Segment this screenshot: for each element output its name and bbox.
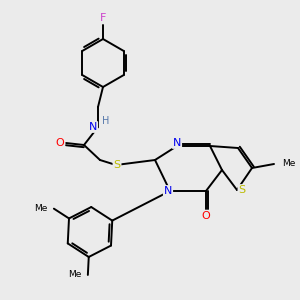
Text: Me: Me <box>282 160 296 169</box>
Text: O: O <box>202 211 210 221</box>
Text: Me: Me <box>68 270 82 279</box>
Text: N: N <box>164 186 172 196</box>
Text: N: N <box>173 138 181 148</box>
Text: S: S <box>113 160 121 170</box>
Text: F: F <box>100 13 106 23</box>
Text: S: S <box>238 185 246 195</box>
Text: O: O <box>56 138 64 148</box>
Text: H: H <box>102 116 110 126</box>
Text: N: N <box>89 122 97 132</box>
Text: Me: Me <box>34 204 48 213</box>
